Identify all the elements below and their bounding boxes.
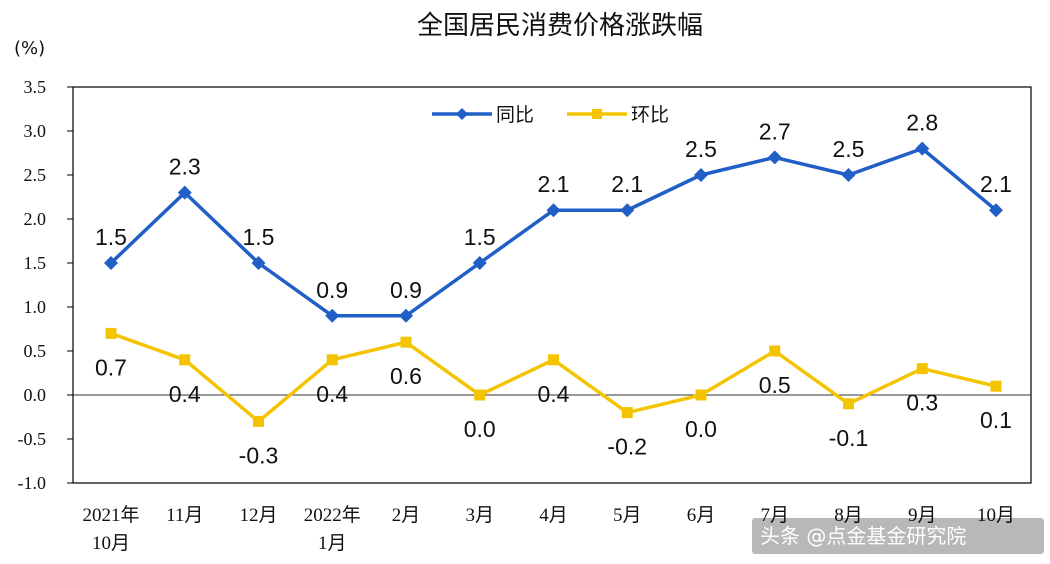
data-point-mom [400,336,412,348]
data-point-mom [474,389,486,401]
chart-title: 全国居民消费价格涨跌幅 [417,11,703,41]
y-tick-label: 0.0 [24,385,47,405]
x-tick-label: 8月 [834,505,863,526]
x-tick-label: 2022年 [304,504,361,526]
data-point-mom [769,345,781,357]
data-label-mom: -0.3 [239,442,279,468]
y-axis-ticks: 3.5 3.0 2.5 2.0 1.5 1.0 0.5 0.0 -0.5 -1.0 [18,77,73,493]
y-tick-label: 1.0 [24,297,47,317]
x-tick-label: 5月 [613,505,642,526]
data-label-yoy: 2.5 [685,136,717,162]
x-tick-label: 4月 [539,505,568,526]
data-point-mom [990,380,1002,392]
data-labels: 1.5 2.3 1.5 0.9 0.9 1.5 2.1 2.1 2.5 2.7 2.5 2.8 2.1 0… [95,110,1012,469]
legend: 同比 环比 [432,104,669,126]
data-point-mom [548,354,559,366]
x-tick-label: 11月 [166,505,203,526]
data-label-mom: 0.4 [316,381,348,407]
data-point-yoy [251,256,266,270]
data-point-yoy [694,168,708,182]
data-label-yoy: 0.9 [390,277,422,303]
data-point-yoy [325,308,340,323]
y-tick-label: 3.0 [24,121,47,141]
y-tick-label: 0.5 [24,341,47,361]
data-point-yoy [767,150,782,165]
data-label-mom: 0.3 [906,390,938,416]
data-label-mom: 0.4 [169,381,201,407]
data-label-yoy: 2.8 [906,110,938,136]
data-label-mom: -0.2 [607,434,647,460]
data-label-mom: -0.1 [829,425,869,451]
y-axis-unit-label: (%) [14,38,45,59]
x-tick-label: 2021年 [82,504,139,526]
x-tick-label: 10月 [92,533,130,554]
y-tick-label: -1.0 [18,473,47,493]
data-point-yoy [546,203,561,218]
y-tick-label: -0.5 [18,429,47,449]
legend-marker-mom-square [592,109,602,119]
watermark-backdrop [752,518,1044,554]
legend-label-yoy: 同比 [496,104,534,126]
data-point-yoy [104,256,118,270]
series-layer [104,141,1003,427]
data-label-mom: 0.5 [759,372,791,398]
legend-marker-yoy-diamond [456,108,468,120]
data-point-mom [326,354,338,366]
data-point-yoy [620,203,635,218]
data-point-yoy [915,141,930,156]
data-label-yoy: 1.5 [95,224,127,250]
x-tick-label: 2月 [392,505,421,526]
data-label-yoy: 0.9 [316,277,348,303]
data-point-yoy [399,308,413,323]
data-label-yoy: 1.5 [243,224,275,250]
data-point-mom [621,407,633,419]
data-label-mom: 0.0 [464,416,496,442]
data-point-yoy [841,168,856,182]
y-tick-label: 1.5 [24,253,47,273]
x-tick-label: 12月 [239,505,277,526]
x-tick-label: 7月 [760,505,789,526]
data-label-yoy: 2.7 [759,118,791,144]
data-point-mom [916,363,928,375]
data-point-mom [179,354,191,366]
data-label-mom: 0.6 [390,363,422,389]
data-label-yoy: 2.1 [538,171,570,197]
y-tick-label: 3.5 [24,77,47,97]
plot-frame [72,86,1032,484]
x-tick-label: 9月 [908,505,937,526]
data-label-mom: 0.0 [685,416,717,442]
data-label-yoy: 2.1 [980,171,1012,197]
data-point-mom [843,398,854,410]
x-tick-label: 3月 [465,505,494,526]
watermark-text: 头条 @点金基金研究院 [760,524,966,548]
x-tick-label: 10月 [977,505,1015,526]
data-point-mom [695,389,707,401]
data-point-mom [253,415,264,427]
x-axis-ticks: 2021年 10月 11月 12月 2022年 1月 2月 3月 4月 5月 6月 7月 8月 9月 10月 [82,504,1015,554]
data-label-mom: 0.1 [980,407,1012,433]
y-tick-label: 2.5 [24,165,47,185]
data-label-yoy: 2.1 [611,171,643,197]
data-label-yoy: 2.3 [169,154,201,180]
x-tick-label: 6月 [687,505,716,526]
legend-label-mom: 环比 [631,104,669,126]
data-label-mom: 0.7 [95,354,127,380]
data-label-yoy: 2.5 [833,136,865,162]
series-line-mom [110,331,997,424]
data-point-yoy [989,203,1003,218]
data-point-yoy [177,185,192,200]
data-label-mom: 0.4 [538,381,570,407]
x-tick-label: 1月 [318,533,347,554]
y-tick-label: 2.0 [24,209,47,229]
data-label-yoy: 1.5 [464,224,496,250]
data-point-yoy [472,256,487,270]
data-point-mom [105,327,117,339]
